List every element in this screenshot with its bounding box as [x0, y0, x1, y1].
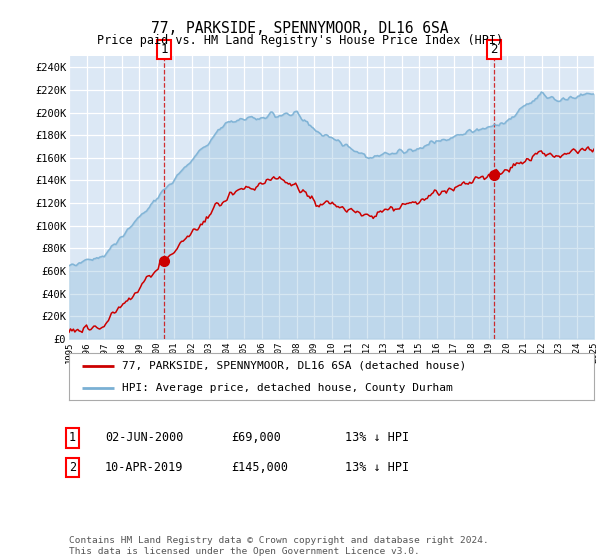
Text: 1: 1: [160, 43, 167, 56]
Text: £69,000: £69,000: [231, 431, 281, 445]
Text: 77, PARKSIDE, SPENNYMOOR, DL16 6SA (detached house): 77, PARKSIDE, SPENNYMOOR, DL16 6SA (deta…: [121, 361, 466, 371]
Text: 02-JUN-2000: 02-JUN-2000: [105, 431, 184, 445]
Text: 1: 1: [69, 431, 76, 445]
Text: 13% ↓ HPI: 13% ↓ HPI: [345, 461, 409, 474]
Text: HPI: Average price, detached house, County Durham: HPI: Average price, detached house, Coun…: [121, 382, 452, 393]
Text: 2: 2: [69, 461, 76, 474]
Text: 77, PARKSIDE, SPENNYMOOR, DL16 6SA: 77, PARKSIDE, SPENNYMOOR, DL16 6SA: [151, 21, 449, 36]
Text: £145,000: £145,000: [231, 461, 288, 474]
Text: Contains HM Land Registry data © Crown copyright and database right 2024.
This d: Contains HM Land Registry data © Crown c…: [69, 536, 489, 556]
Text: 13% ↓ HPI: 13% ↓ HPI: [345, 431, 409, 445]
Text: Price paid vs. HM Land Registry's House Price Index (HPI): Price paid vs. HM Land Registry's House …: [97, 34, 503, 46]
Text: 2: 2: [490, 43, 497, 56]
Text: 10-APR-2019: 10-APR-2019: [105, 461, 184, 474]
